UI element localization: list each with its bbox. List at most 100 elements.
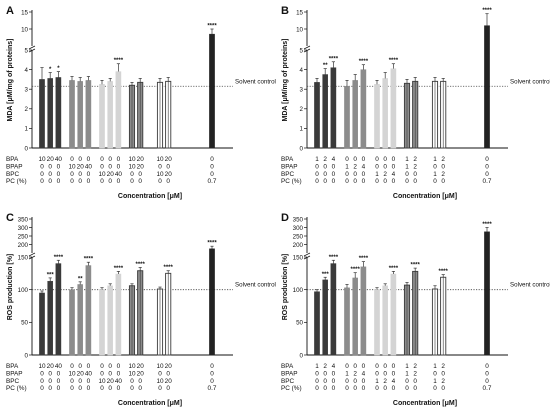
concentration-cell: 10 bbox=[68, 370, 76, 377]
concentration-cell: 0 bbox=[48, 385, 52, 392]
concentration-cell: 0 bbox=[315, 178, 319, 185]
y-tick-label: 15 bbox=[296, 9, 303, 16]
concentration-cell: 0 bbox=[345, 156, 349, 163]
concentration-cell: 2 bbox=[413, 363, 417, 370]
concentration-cell: 0 bbox=[100, 385, 104, 392]
y-tick-label: 250 bbox=[18, 233, 29, 240]
concentration-cell: 0 bbox=[375, 178, 379, 185]
significance-marker: **** bbox=[482, 8, 492, 14]
concentration-cell: 1 bbox=[405, 370, 409, 377]
concentration-cell: 0 bbox=[362, 171, 366, 178]
concentration-cell: 0 bbox=[70, 378, 74, 385]
concentration-cell: 0 bbox=[315, 163, 319, 170]
bar-bpa bbox=[47, 78, 53, 149]
x-axis-label: Concentration [μM] bbox=[118, 400, 182, 407]
concentration-cell: 40 bbox=[115, 171, 123, 178]
concentration-cell: 0 bbox=[117, 156, 121, 163]
concentration-cell: 2 bbox=[353, 163, 357, 170]
concentration-cell: 0 bbox=[433, 385, 437, 392]
y-tick-label: 1 bbox=[300, 126, 304, 133]
concentration-cell: 0 bbox=[130, 171, 134, 178]
concentration-cell: 0 bbox=[70, 385, 74, 392]
row-label-pc: PC (%) bbox=[281, 385, 302, 392]
concentration-cell: 0 bbox=[87, 171, 91, 178]
concentration-cell: 0 bbox=[87, 363, 91, 370]
concentration-cell: 0 bbox=[332, 163, 336, 170]
bar-bpap bbox=[85, 265, 92, 356]
concentration-cell: 0 bbox=[332, 178, 336, 185]
concentration-cell: 0 bbox=[375, 163, 379, 170]
concentration-cell: 0 bbox=[87, 178, 91, 185]
concentration-cell: 0 bbox=[441, 385, 445, 392]
concentration-cell: 20 bbox=[137, 156, 145, 163]
concentration-cell: 0 bbox=[323, 385, 327, 392]
significance-marker: ** bbox=[78, 276, 83, 282]
panel-letter: D bbox=[281, 212, 289, 224]
concentration-cell: 10 bbox=[38, 363, 46, 370]
concentration-cell: 0 bbox=[433, 178, 437, 185]
concentration-cell: 0 bbox=[78, 363, 82, 370]
concentration-cell: 4 bbox=[362, 163, 366, 170]
bar-bpa bbox=[55, 77, 62, 149]
concentration-cell: 0 bbox=[413, 378, 417, 385]
concentration-cell: 0 bbox=[405, 378, 409, 385]
concentration-cell: 0.7 bbox=[208, 178, 217, 185]
bar-bpap bbox=[352, 80, 359, 149]
concentration-cell: 0 bbox=[323, 370, 327, 377]
concentration-cell: 0 bbox=[353, 171, 357, 178]
concentration-cell: 0 bbox=[158, 385, 162, 392]
concentration-cell: 0 bbox=[166, 163, 170, 170]
row-label-pc: PC (%) bbox=[6, 385, 27, 392]
concentration-cell: 0 bbox=[210, 163, 214, 170]
x-axis-label: Concentration [μM] bbox=[118, 193, 182, 200]
concentration-cell: 0 bbox=[100, 156, 104, 163]
y-tick-label: 4 bbox=[25, 67, 29, 74]
concentration-cell: 0 bbox=[392, 178, 396, 185]
concentration-cell: 4 bbox=[332, 363, 336, 370]
concentration-cell: 10 bbox=[156, 363, 164, 370]
concentration-cell: 0 bbox=[433, 163, 437, 170]
concentration-cell: 0 bbox=[392, 156, 396, 163]
solvent-control-label: Solvent control bbox=[235, 78, 276, 85]
concentration-cell: 0 bbox=[138, 378, 142, 385]
y-tick-label: 3 bbox=[25, 87, 29, 94]
concentration-cell: 0 bbox=[210, 171, 214, 178]
concentration-cell: 2 bbox=[441, 378, 445, 385]
row-label-bpap: BPAP bbox=[6, 163, 23, 170]
concentration-cell: 0 bbox=[383, 178, 387, 185]
y-tick-label: 350 bbox=[18, 216, 29, 223]
y-tick-label: 10 bbox=[296, 26, 303, 33]
concentration-cell: 0 bbox=[383, 163, 387, 170]
y-tick-label: 5 bbox=[300, 47, 304, 54]
bar-bpa bbox=[47, 280, 53, 356]
significance-marker: **** bbox=[351, 267, 361, 273]
significance-marker: **** bbox=[389, 58, 399, 64]
row-label-bpc: BPC bbox=[6, 171, 20, 178]
axis-break-mark bbox=[28, 45, 36, 50]
concentration-cell: 0 bbox=[345, 178, 349, 185]
concentration-cell: 0 bbox=[485, 370, 489, 377]
concentration-cell: 1 bbox=[405, 163, 409, 170]
solvent-control-label: Solvent control bbox=[510, 78, 550, 85]
significance-marker: **** bbox=[411, 263, 421, 269]
concentration-cell: 0 bbox=[383, 363, 387, 370]
concentration-cell: 0 bbox=[108, 363, 112, 370]
axis-break-mark bbox=[303, 48, 311, 53]
concentration-cell: 1 bbox=[405, 156, 409, 163]
y-tick-label: 10 bbox=[21, 26, 28, 33]
axis-break-mark bbox=[303, 45, 311, 50]
y-tick-label: 300 bbox=[293, 225, 304, 232]
concentration-cell: 2 bbox=[441, 156, 445, 163]
axis-break-mark bbox=[303, 255, 311, 260]
y-tick-label: 50 bbox=[296, 320, 303, 327]
concentration-cell: 0 bbox=[383, 370, 387, 377]
concentration-cell: 20 bbox=[107, 171, 115, 178]
y-axis-label: MDA [μM/mg of proteins] bbox=[7, 39, 14, 122]
concentration-cell: 0 bbox=[70, 363, 74, 370]
significance-marker: **** bbox=[439, 269, 449, 275]
significance-marker: *** bbox=[322, 272, 330, 278]
axis-break-mark bbox=[28, 255, 36, 260]
bar-bpa bbox=[314, 291, 320, 356]
axis-break-mark bbox=[28, 48, 36, 53]
concentration-cell: 0 bbox=[57, 370, 61, 377]
